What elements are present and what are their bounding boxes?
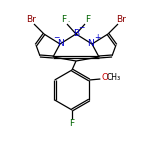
Text: .: . — [67, 17, 69, 23]
Text: F: F — [69, 119, 75, 128]
Text: N: N — [88, 38, 94, 47]
Text: +: + — [94, 33, 100, 43]
Text: F: F — [85, 16, 91, 24]
Text: Br: Br — [26, 16, 36, 24]
Text: −: − — [53, 33, 59, 43]
Text: O: O — [102, 73, 109, 81]
Text: CH₃: CH₃ — [106, 73, 120, 81]
Text: −: − — [78, 24, 84, 33]
Text: Br: Br — [116, 16, 126, 24]
Text: N: N — [58, 38, 64, 47]
Text: B: B — [73, 29, 79, 38]
Text: F: F — [61, 16, 67, 24]
